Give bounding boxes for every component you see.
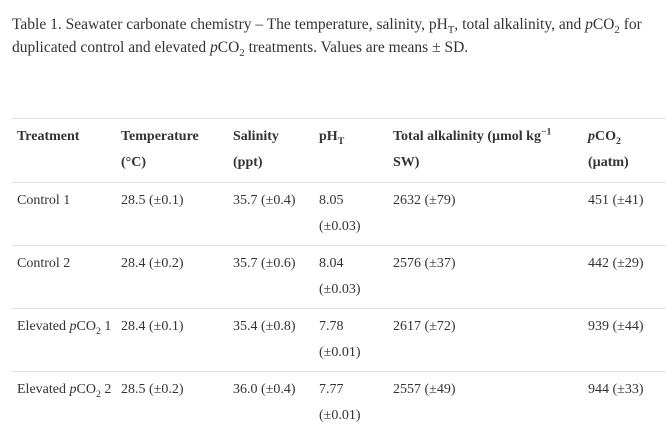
table-cell: 28.4 (±0.1): [116, 309, 228, 372]
header-row: Treatment Temperature (°C) Salinity (ppt…: [12, 119, 666, 183]
cell-text: 35.7 (±0.4): [233, 193, 296, 208]
table-cell: 2557 (±49): [388, 372, 583, 434]
header-cell: Treatment: [12, 119, 116, 183]
table-cell: 944 (±33): [583, 372, 666, 434]
header-text: Salinity (ppt): [233, 129, 279, 170]
row-label: CO: [76, 382, 95, 397]
table-cell: 35.4 (±0.8): [228, 309, 314, 372]
table-cell: 28.5 (±0.2): [116, 372, 228, 434]
caption-text: treatments. Values are means ± SD.: [245, 39, 468, 56]
cell-text: 8.05 (±0.03): [319, 193, 361, 234]
header-text: 2: [616, 136, 621, 147]
cell-text: 7.77 (±0.01): [319, 382, 361, 423]
caption-text: Table 1. Seawater carbonate chemistry – …: [12, 16, 448, 33]
row-label: Control 1: [17, 193, 70, 208]
row-label: 2: [101, 382, 112, 397]
caption-text: CO: [593, 16, 615, 33]
cell-text: 2557 (±49): [393, 382, 456, 397]
table-cell: 8.05 (±0.03): [314, 183, 388, 246]
row-label: 1: [101, 319, 112, 334]
caption: Table 1. Seawater carbonate chemistry – …: [12, 13, 657, 59]
header-text: Treatment: [17, 129, 79, 144]
header-text: pH: [319, 129, 338, 144]
header-cell: Total alkalinity (µmol kg−1 SW): [388, 119, 583, 183]
cell-text: 28.5 (±0.1): [121, 193, 184, 208]
table-cell: Control 2: [12, 246, 116, 309]
header-cell: Salinity (ppt): [228, 119, 314, 183]
cell-text: 939 (±44): [588, 319, 644, 334]
table-cell: 2617 (±72): [388, 309, 583, 372]
table-cell: 7.77 (±0.01): [314, 372, 388, 434]
caption-text: p: [210, 39, 218, 56]
header-cell: Temperature (°C): [116, 119, 228, 183]
header-text: −1: [541, 126, 551, 137]
data-table: Treatment Temperature (°C) Salinity (ppt…: [12, 118, 666, 434]
cell-text: 28.4 (±0.1): [121, 319, 184, 334]
table-cell: 2576 (±37): [388, 246, 583, 309]
caption-text: , total alkalinity, and: [454, 16, 585, 33]
table-cell: 7.78 (±0.01): [314, 309, 388, 372]
header-cell: pHT: [314, 119, 388, 183]
table-cell: 939 (±44): [583, 309, 666, 372]
table-cell: 28.4 (±0.2): [116, 246, 228, 309]
table-cell: 2632 (±79): [388, 183, 583, 246]
cell-text: 35.7 (±0.6): [233, 256, 296, 271]
row-label: Elevated: [17, 319, 69, 334]
table-cell: Control 1: [12, 183, 116, 246]
table-cell: 8.04 (±0.03): [314, 246, 388, 309]
header-text: Temperature (°C): [121, 129, 199, 170]
table-cell: Elevated pCO2 1: [12, 309, 116, 372]
table-cell: 36.0 (±0.4): [228, 372, 314, 434]
data-row: Elevated pCO2 1 28.4 (±0.1) 35.4 (±0.8) 7.7…: [12, 309, 666, 372]
table-cell: 451 (±41): [583, 183, 666, 246]
header-text: SW): [393, 155, 419, 170]
cell-text: 442 (±29): [588, 256, 644, 271]
cell-text: 8.04 (±0.03): [319, 256, 361, 297]
cell-text: 36.0 (±0.4): [233, 382, 296, 397]
table-cell: 442 (±29): [583, 246, 666, 309]
cell-text: 28.5 (±0.2): [121, 382, 184, 397]
data-row: Control 1 28.5 (±0.1) 35.7 (±0.4) 8.05 (±0.…: [12, 183, 666, 246]
cell-text: 944 (±33): [588, 382, 644, 397]
cell-text: 2632 (±79): [393, 193, 456, 208]
row-label: Elevated: [17, 382, 69, 397]
header-text: p: [588, 129, 595, 144]
caption-text: p: [585, 16, 593, 33]
header-text: CO: [595, 129, 616, 144]
header-text: T: [338, 136, 345, 147]
cell-text: 28.4 (±0.2): [121, 256, 184, 271]
cell-text: 35.4 (±0.8): [233, 319, 296, 334]
header-text: Total alkalinity (µmol kg: [393, 129, 541, 144]
data-row: Control 2 28.4 (±0.2) 35.7 (±0.6) 8.04 (±0.…: [12, 246, 666, 309]
header-cell: pCO2 (µatm): [583, 119, 666, 183]
cell-text: 451 (±41): [588, 193, 644, 208]
table-cell: 35.7 (±0.4): [228, 183, 314, 246]
cell-text: 7.78 (±0.01): [319, 319, 361, 360]
cell-text: 2576 (±37): [393, 256, 456, 271]
table-cell: 35.7 (±0.6): [228, 246, 314, 309]
cell-text: 2617 (±72): [393, 319, 456, 334]
row-label: Control 2: [17, 256, 70, 271]
table-cell: 28.5 (±0.1): [116, 183, 228, 246]
row-label: CO: [76, 319, 95, 334]
table-cell: Elevated pCO2 2: [12, 372, 116, 434]
header-text: (µatm): [588, 155, 629, 170]
caption-text: CO: [218, 39, 240, 56]
